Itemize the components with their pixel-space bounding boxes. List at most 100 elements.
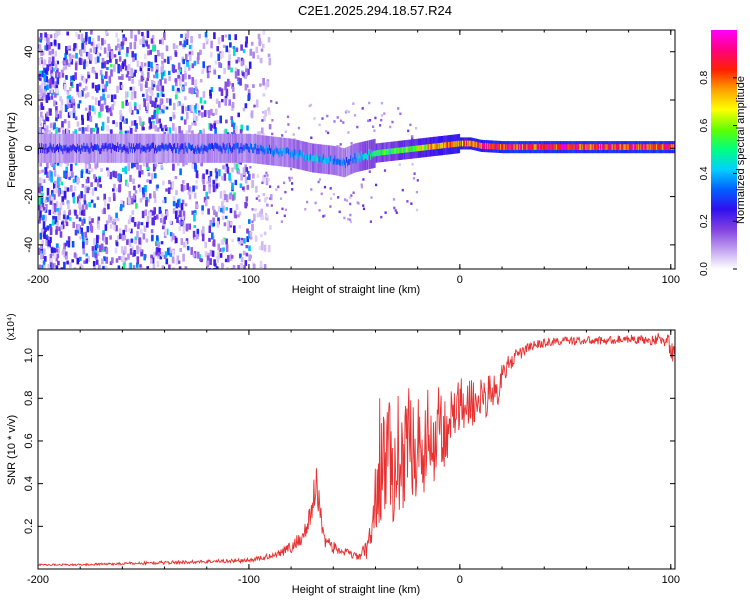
- heatmap-cell: [191, 122, 194, 126]
- heatmap-cell: [65, 144, 67, 151]
- heatmap-cell: [259, 144, 261, 151]
- heatmap-cell: [177, 260, 181, 264]
- heatmap-cell: [56, 68, 59, 73]
- heatmap-cell: [43, 59, 47, 66]
- heatmap-cell: [270, 148, 272, 154]
- heatmap-cell: [149, 121, 152, 129]
- heatmap-cell: [355, 157, 357, 164]
- heatmap-cell: [78, 211, 82, 216]
- heatmap-cell: [432, 143, 434, 150]
- heatmap-cell: [124, 145, 126, 151]
- heatmap-cell: [164, 228, 168, 237]
- heatmap-cell: [342, 121, 345, 124]
- heatmap-cell: [370, 196, 373, 199]
- heatmap-cell: [196, 228, 200, 237]
- heatmap-cell: [262, 30, 266, 35]
- heatmap-cell: [186, 183, 189, 190]
- heatmap-cell: [213, 120, 217, 126]
- heatmap-cell: [56, 162, 60, 166]
- heatmap-cell: [84, 162, 88, 169]
- heatmap-cell: [318, 209, 321, 212]
- heatmap-cell: [319, 156, 321, 162]
- heatmap-cell: [329, 205, 332, 208]
- x-tick-label: -200: [27, 274, 49, 286]
- heatmap-cell: [150, 254, 153, 259]
- heatmap-cell: [150, 258, 153, 264]
- heatmap-cell: [64, 216, 68, 224]
- heatmap-cell: [292, 151, 294, 157]
- heatmap-cell: [120, 84, 124, 89]
- heatmap-cell: [492, 143, 494, 150]
- heatmap-cell: [246, 236, 249, 243]
- heatmap-cell: [150, 229, 154, 234]
- heatmap-cell: [284, 208, 287, 212]
- heatmap-cell: [394, 148, 396, 154]
- heatmap-cell: [67, 62, 71, 67]
- heatmap-cell: [94, 187, 97, 191]
- y-tick-label: -20: [23, 189, 35, 205]
- heatmap-cell: [212, 185, 216, 193]
- heatmap-cell: [100, 74, 104, 81]
- heatmap-cell: [42, 214, 45, 220]
- heatmap-cell: [94, 163, 97, 169]
- heatmap-cell: [288, 179, 291, 182]
- heatmap-cell: [240, 124, 243, 132]
- heatmap-cell: [156, 107, 159, 115]
- heatmap-cell: [194, 237, 197, 241]
- heatmap-cell: [659, 144, 661, 150]
- heatmap-cell: [224, 215, 228, 219]
- heatmap-cell: [310, 188, 313, 191]
- heatmap-cell: [101, 62, 104, 69]
- heatmap-cell: [110, 129, 113, 135]
- heatmap-cell: [265, 196, 269, 200]
- heatmap-cell: [53, 33, 57, 39]
- heatmap-cell: [242, 107, 246, 112]
- heatmap-cell: [673, 144, 675, 150]
- heatmap-cell: [281, 150, 283, 157]
- heatmap-cell: [148, 146, 150, 152]
- heatmap-cell: [58, 176, 62, 182]
- heatmap-cell: [470, 140, 472, 147]
- heatmap-cell: [642, 144, 644, 150]
- heatmap-cell: [53, 100, 56, 107]
- heatmap-cell: [125, 118, 128, 124]
- heatmap-cell: [113, 218, 117, 223]
- heatmap-cell: [361, 153, 364, 160]
- heatmap-cell: [146, 216, 150, 224]
- heatmap-cell: [103, 193, 106, 201]
- heatmap-cell: [87, 169, 90, 174]
- heatmap-cell: [55, 226, 59, 231]
- heatmap-cell: [309, 103, 313, 107]
- y-tick-label: 0.2: [23, 519, 35, 534]
- heatmap-cell: [185, 106, 188, 112]
- heatmap-cell: [199, 130, 202, 137]
- heatmap-cell: [537, 144, 540, 150]
- heatmap-cell: [145, 197, 149, 203]
- heatmap-cell: [564, 144, 566, 150]
- heatmap-cell: [177, 209, 181, 216]
- heatmap-cell: [50, 144, 52, 151]
- heatmap-cell: [119, 65, 123, 72]
- heatmap-cell: [49, 143, 51, 149]
- heatmap-cell: [117, 173, 121, 180]
- heatmap-cell: [206, 73, 210, 79]
- heatmap-cell: [156, 255, 160, 259]
- heatmap-cell: [98, 177, 102, 183]
- heatmap-cell: [433, 143, 435, 150]
- heatmap-cell: [383, 112, 386, 115]
- heatmap-cell: [171, 259, 175, 264]
- heatmap-cell: [238, 211, 242, 216]
- heatmap-cell: [237, 69, 240, 76]
- heatmap-cell: [47, 92, 50, 97]
- heatmap-cell: [181, 105, 185, 114]
- heatmap-cell: [397, 147, 399, 154]
- heatmap-cell: [625, 144, 627, 150]
- heatmap-cell: [270, 100, 273, 103]
- heatmap-cell: [164, 251, 168, 258]
- heatmap-cell: [383, 169, 387, 172]
- heatmap-cell: [49, 65, 52, 71]
- heatmap-cell: [125, 53, 129, 57]
- heatmap-cell: [142, 36, 145, 45]
- heatmap-cell: [81, 114, 84, 121]
- heatmap-cell: [204, 200, 208, 207]
